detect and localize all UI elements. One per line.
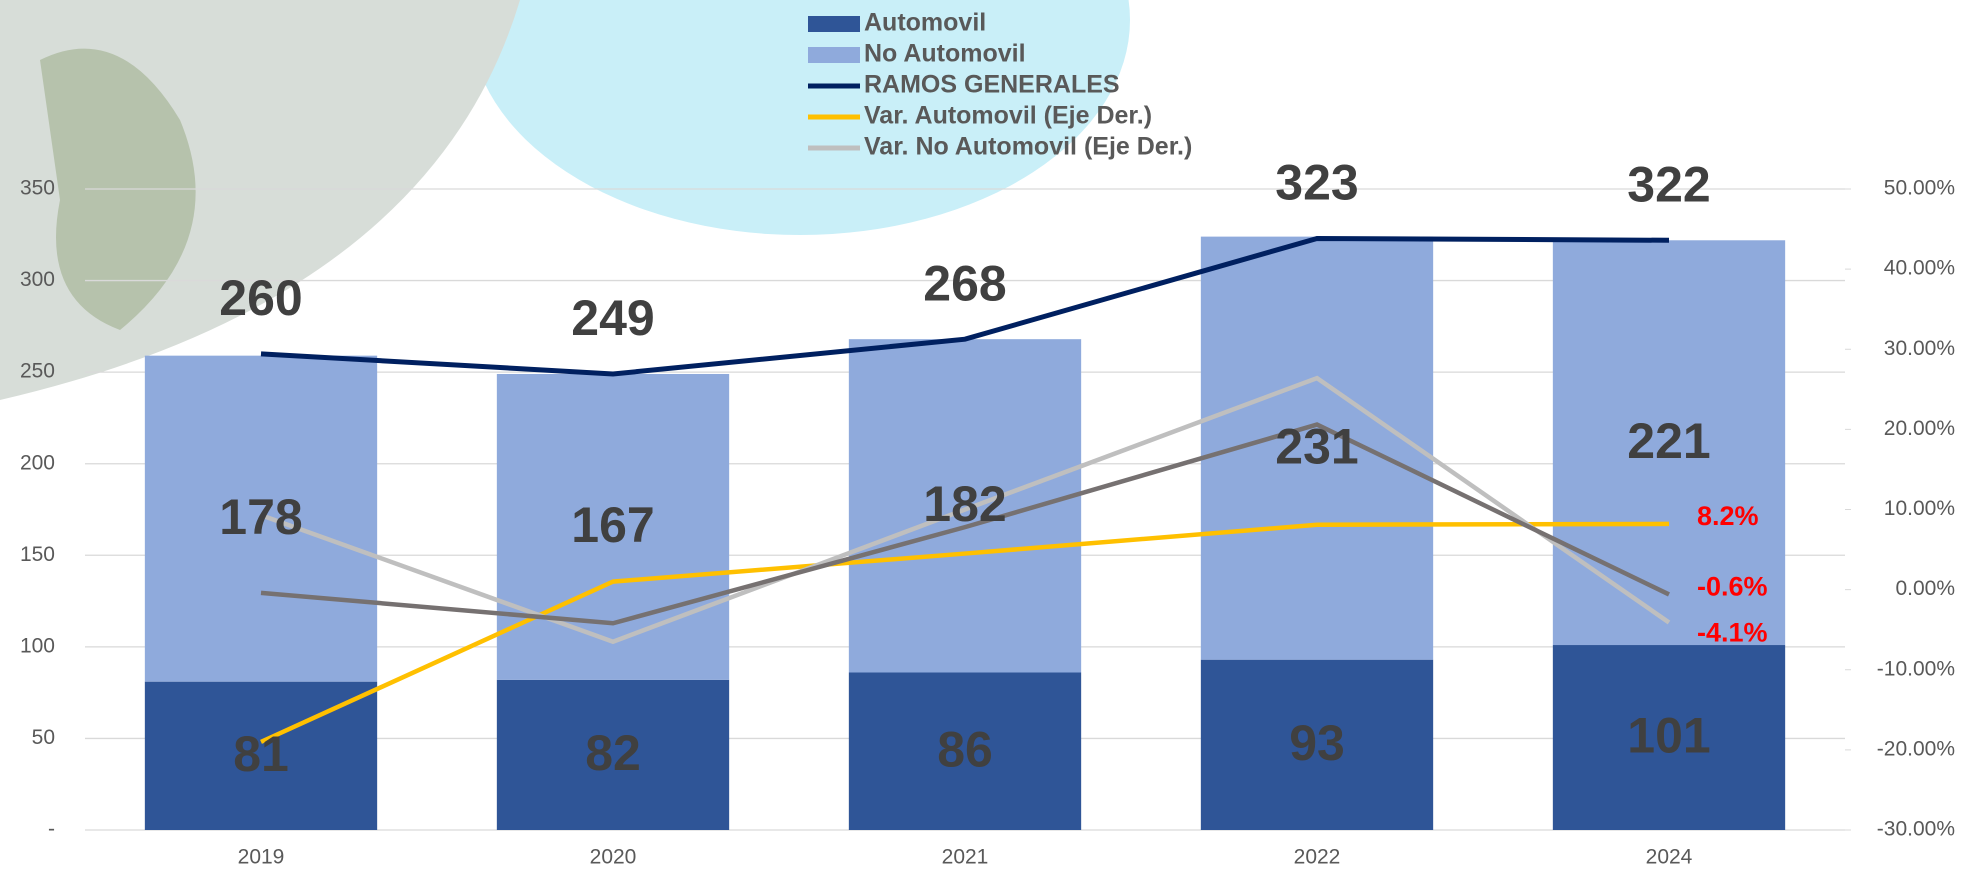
y2-tick-label: 0.00% — [1895, 577, 1955, 600]
bar-label: 178 — [219, 489, 302, 545]
x-tick-label: 2024 — [1646, 846, 1693, 869]
bar-label: 182 — [923, 476, 1006, 532]
bar — [1200, 659, 1434, 830]
y-tick-label: 100 — [20, 634, 55, 657]
y2-tick-label: -30.00% — [1877, 818, 1955, 841]
line — [260, 375, 1671, 645]
bar-label: 221 — [1627, 413, 1710, 469]
bar — [144, 355, 378, 682]
bar-label: 167 — [571, 497, 654, 553]
line — [260, 235, 1670, 377]
legend-label: RAMOS GENERALES — [864, 71, 1120, 99]
y-tick-label: 350 — [20, 177, 55, 200]
y2-tick-label: 40.00% — [1884, 257, 1955, 280]
marks — [144, 235, 1786, 830]
bar-label: 81 — [233, 726, 289, 782]
bar — [1552, 645, 1786, 830]
y-tick-label: 300 — [20, 268, 55, 291]
x-tick-label: 2019 — [238, 846, 285, 869]
legend-swatch — [808, 16, 860, 32]
value-label: -0.6% — [1697, 572, 1768, 602]
y-tick-label: - — [48, 818, 55, 841]
legend-label: Var. No Automovil (Eje Der.) — [864, 133, 1192, 161]
y2-tick-label: -10.00% — [1877, 657, 1955, 680]
legend-label: Automovil — [864, 9, 986, 37]
bar — [848, 672, 1082, 830]
legend-label: Var. Automovil (Eje Der.) — [864, 102, 1152, 130]
bar — [496, 373, 730, 680]
legend-label: No Automovil — [864, 40, 1026, 68]
x-tick-label: 2020 — [590, 846, 637, 869]
total-label: 249 — [571, 290, 654, 346]
bar-label: 101 — [1627, 708, 1710, 764]
y2-tick-label: 30.00% — [1884, 337, 1955, 360]
bar — [496, 679, 730, 830]
bar-label: 86 — [937, 721, 993, 777]
value-label: 8.2% — [1697, 501, 1759, 531]
y2-tick-label: 50.00% — [1884, 177, 1955, 200]
y-tick-label: 250 — [20, 360, 55, 383]
y2-tick-label: 10.00% — [1884, 497, 1955, 520]
y-tick-label: 200 — [20, 451, 55, 474]
total-label: 260 — [219, 270, 302, 326]
x-tick-label: 2021 — [942, 846, 989, 869]
total-label: 323 — [1275, 155, 1358, 211]
legend-swatch — [808, 47, 860, 63]
x-tick-label: 2022 — [1294, 846, 1341, 869]
y-tick-label: 150 — [20, 543, 55, 566]
labels: - 50 100 150 200 250 300 350 -30.00% -20.00% -10.0… — [20, 9, 1955, 869]
cyan-shape — [470, 0, 1130, 235]
y2-tick-label: -20.00% — [1877, 737, 1955, 760]
y-tick-label: 50 — [32, 726, 55, 749]
total-label: 268 — [923, 255, 1006, 311]
total-label: 322 — [1627, 156, 1710, 212]
value-label: -4.1% — [1697, 618, 1768, 648]
bar-label: 82 — [585, 725, 641, 781]
line — [260, 521, 1670, 744]
bar-label: 93 — [1289, 715, 1345, 771]
line — [260, 422, 1670, 626]
y2-tick-label: 20.00% — [1884, 417, 1955, 440]
bar-label: 231 — [1275, 418, 1358, 474]
bar — [1552, 240, 1786, 646]
